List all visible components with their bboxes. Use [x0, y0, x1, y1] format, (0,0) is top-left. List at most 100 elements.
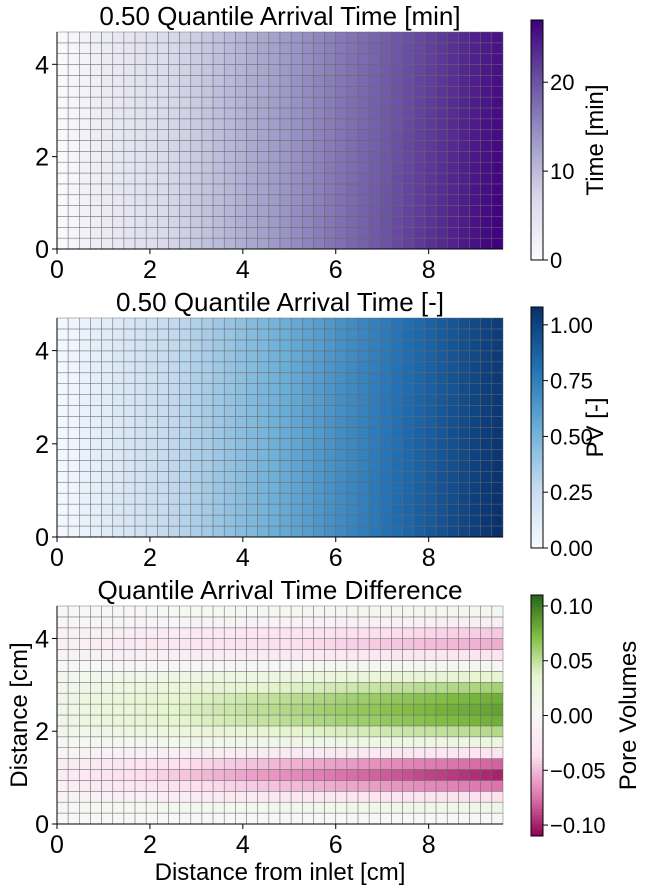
heatmap-cell [56, 227, 69, 239]
heatmap-cell [346, 183, 359, 196]
colorbar-segment [531, 631, 543, 635]
heatmap-cell [235, 383, 247, 395]
heatmap-cell [257, 438, 270, 450]
heatmap-cell [257, 151, 270, 163]
heatmap-cell [480, 649, 493, 661]
heatmap-cell [413, 780, 426, 792]
heatmap-cell [480, 481, 493, 494]
heatmap-cell [168, 758, 180, 770]
heatmap-cell [201, 460, 214, 472]
heatmap-cell [324, 481, 337, 494]
heatmap-cell [90, 172, 102, 185]
heatmap-cell [101, 405, 114, 417]
heatmap-cell [324, 42, 337, 54]
heatmap-cell [235, 660, 247, 672]
heatmap-cell [79, 449, 91, 461]
heatmap-cell [446, 627, 459, 639]
heatmap-cell [380, 151, 392, 163]
heatmap-cell [268, 107, 281, 120]
heatmap-cell [246, 638, 259, 650]
heatmap-cell [268, 769, 281, 781]
heatmap-cell [313, 85, 325, 98]
heatmap-cell [123, 660, 136, 672]
heatmap-cell [268, 383, 281, 395]
heatmap-cell [469, 205, 481, 217]
heatmap-cell [413, 692, 426, 705]
heatmap-cell [257, 470, 270, 483]
colorbar-label: Pore Volumes [615, 641, 642, 790]
heatmap-cell [346, 194, 359, 206]
heatmap-cell [101, 107, 114, 120]
heatmap-cell [279, 492, 292, 505]
heatmap-cell [134, 350, 147, 363]
heatmap-cell [290, 671, 303, 683]
heatmap-cell [435, 649, 448, 661]
heatmap-cell [469, 118, 481, 130]
heatmap-cell [246, 627, 259, 639]
heatmap-cell [301, 812, 314, 825]
heatmap-cell [469, 758, 481, 770]
heatmap-cell [112, 237, 125, 250]
heatmap-cell [90, 394, 102, 406]
colorbar-segment [531, 754, 543, 759]
heatmap-cell [123, 525, 136, 538]
heatmap-cell [335, 616, 348, 629]
heatmap-cell [424, 460, 437, 472]
heatmap-cell [402, 747, 415, 759]
heatmap-cell [357, 64, 370, 76]
heatmap-cell [90, 492, 102, 505]
x-tick-label: 6 [329, 544, 343, 572]
colorbar-segment [531, 733, 543, 737]
heatmap-cell [402, 172, 415, 185]
heatmap-cell [201, 416, 214, 428]
heatmap-cell [134, 328, 147, 341]
heatmap-cell [335, 96, 348, 109]
heatmap-cell [491, 736, 504, 748]
heatmap-cell [123, 481, 136, 494]
heatmap-cell [190, 85, 203, 98]
heatmap-cell [168, 64, 180, 76]
heatmap-cell [368, 449, 381, 461]
colorbar-segment [531, 340, 543, 344]
heatmap-cell [469, 747, 481, 759]
heatmap-cell [201, 317, 214, 330]
heatmap-cell [391, 660, 403, 672]
heatmap-cell [257, 64, 270, 76]
heatmap-cell [212, 769, 225, 781]
heatmap-cell [380, 790, 392, 803]
heatmap-cell [469, 183, 481, 196]
heatmap-cell [157, 525, 169, 538]
heatmap-cell [134, 361, 147, 374]
heatmap-cell [424, 151, 437, 163]
heatmap-cell [480, 183, 493, 196]
heatmap-cell [313, 151, 325, 163]
heatmap-cell [67, 714, 80, 727]
heatmap-cell [458, 194, 470, 206]
heatmap-cell [469, 427, 481, 439]
heatmap-cell [235, 503, 247, 516]
heatmap-cell [235, 769, 247, 781]
heatmap-cell [201, 183, 214, 196]
colorbar-segment [531, 664, 543, 668]
heatmap-cell [268, 780, 281, 792]
heatmap-cell [101, 42, 114, 54]
heatmap-cell [201, 216, 214, 228]
heatmap-cell [368, 129, 381, 141]
heatmap-cell [346, 460, 359, 472]
colorbar-segment [531, 361, 543, 365]
heatmap-cell [391, 438, 403, 450]
heatmap-cell [168, 481, 180, 494]
heatmap-cell [313, 383, 325, 395]
heatmap-cell [190, 605, 203, 618]
heatmap-cell [134, 801, 147, 814]
heatmap-cell [491, 460, 504, 472]
heatmap-cell [101, 31, 114, 44]
heatmap-cell [368, 372, 381, 384]
heatmap-cell [413, 129, 426, 141]
heatmap-cell [368, 481, 381, 494]
heatmap-cell [391, 118, 403, 130]
heatmap-cell [335, 692, 348, 705]
heatmap-cell [223, 627, 236, 639]
heatmap-cell [268, 394, 281, 406]
heatmap-cell [168, 227, 180, 239]
